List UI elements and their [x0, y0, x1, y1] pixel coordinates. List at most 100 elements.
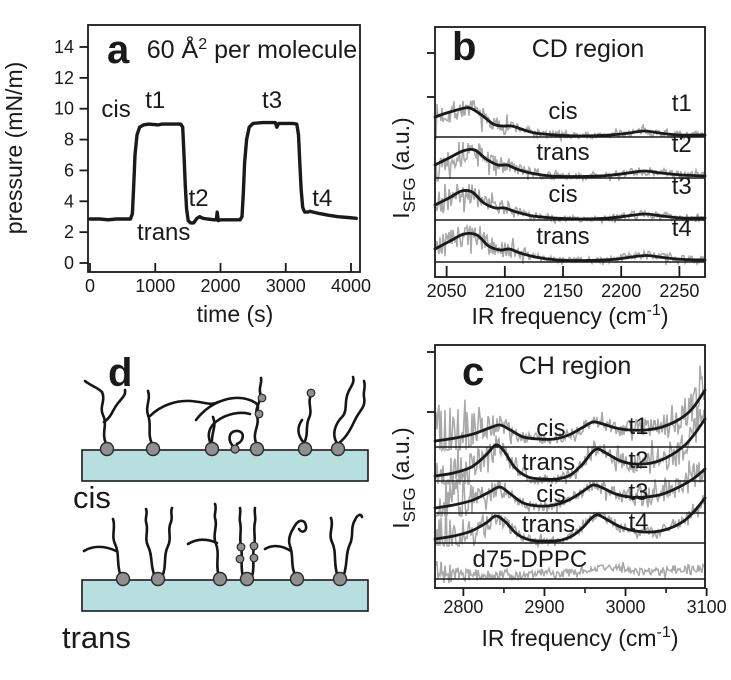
cis-row-label: cis: [73, 480, 111, 515]
chain-squiggle: [329, 516, 340, 579]
annotation-cis: cis: [101, 96, 130, 123]
headgroup-circle: [204, 441, 220, 457]
lipid-chains-cis-group: [83, 375, 367, 447]
x-tick-label: 2250: [659, 281, 699, 301]
x-tick-label: 2150: [543, 281, 583, 301]
headgroup-circle: [249, 441, 265, 457]
x-axis-title: IR frequency (cm-1): [481, 624, 678, 651]
noise-trace-d75-DPPC: [435, 561, 705, 584]
fit-curve-t2: [433, 148, 707, 178]
headgroup-circle: [115, 571, 131, 587]
annotation-t3: t3: [262, 87, 282, 114]
panel-c-title: CH region: [519, 352, 632, 380]
fit-curve-t2: [433, 417, 707, 481]
x-tick-label: 1000: [135, 276, 175, 296]
trans-row-label: trans: [62, 620, 131, 655]
substrate-slab-cis: [81, 449, 369, 482]
x-axis-title: time (s): [197, 301, 274, 327]
headgroup-circle: [332, 571, 348, 587]
chain-squiggle: [333, 375, 355, 445]
chain-squiggle: [263, 544, 293, 553]
chain-squiggle: [144, 507, 157, 579]
chain-squiggle: [302, 393, 313, 445]
x-tick-label: 2900: [524, 597, 564, 617]
y-tick-label: 14: [54, 37, 74, 57]
trace-label-trans: trans: [522, 449, 575, 476]
x-tick-label: 2200: [601, 281, 641, 301]
annotation-t4: t4: [312, 185, 332, 212]
x-tick-label: 2050: [427, 281, 467, 301]
y-tick-label: 10: [54, 99, 74, 119]
noise-trace-t4: [435, 492, 705, 549]
x-tick-label: 2000: [200, 276, 240, 296]
trace-label-t3: t3: [629, 479, 649, 506]
x-tick-label: 2800: [443, 597, 483, 617]
substrate-slabs: [81, 449, 369, 612]
chain-squiggle: [253, 376, 263, 445]
x-tick-label: 4000: [331, 276, 371, 296]
annotation-t2: t2: [189, 185, 209, 212]
annotation-trans: trans: [137, 219, 190, 246]
fit-curve-t4: [433, 496, 707, 543]
chain-squiggle: [207, 411, 252, 446]
x-axis-title: IR frequency (cm-1): [471, 302, 668, 329]
pressure-curve: [88, 120, 358, 225]
trace-label-t2: t2: [629, 447, 649, 474]
x-tick-label: 3000: [266, 276, 306, 296]
panel-d-letter: d: [108, 351, 132, 395]
small-headgroup-circle: [230, 444, 240, 454]
x-tick-label: 3000: [606, 597, 646, 617]
headgroup-circle: [297, 441, 313, 457]
fit-curve-t3: [433, 467, 707, 510]
trace-label-trans: trans: [536, 223, 589, 250]
chain-squiggle: [83, 379, 104, 394]
trace-label-cis: cis: [548, 98, 577, 125]
y-tick-label: 8: [64, 130, 74, 150]
headgroup-circle: [150, 571, 166, 587]
chain-squiggle: [148, 399, 220, 418]
y-tick-label: 2: [64, 222, 74, 242]
annotation-t1: t1: [145, 87, 165, 114]
azobenzene-bead: [306, 388, 316, 398]
chain-squiggle: [145, 389, 154, 446]
x-tick-label: 3100: [687, 597, 727, 617]
trace-label-cis: cis: [536, 415, 565, 442]
lipid-chains-trans-group: [82, 502, 364, 579]
panel-d-monolayer-schematic: d: [62, 351, 369, 655]
chain-squiggle: [297, 418, 306, 445]
trace-label-t2: t2: [672, 131, 692, 158]
panel-a-pressure-time-chart: 0 2 4 6 8 10 12 14 0 1000 2000 3000 4000 cis t1 t3 t2 t4 t…: [1, 24, 371, 327]
chain-squiggle: [102, 388, 127, 424]
chain-squiggle: [287, 519, 308, 579]
x-tick-label: 0: [85, 276, 95, 296]
chain-squiggle: [210, 415, 216, 446]
azobenzene-bead: [254, 409, 264, 419]
chain-squiggle: [186, 538, 219, 546]
noise-trace-t4: [435, 223, 705, 267]
trace-label-t1: t1: [629, 413, 649, 440]
y-tick-label: 0: [64, 253, 74, 273]
y-tick-label: 6: [64, 160, 74, 180]
azobenzene-bead: [257, 393, 267, 403]
azobenzene-bead: [236, 542, 246, 552]
headgroups: [99, 388, 348, 587]
chain-squiggle: [337, 379, 367, 445]
chain-squiggle: [213, 502, 221, 579]
panel-c-letter: c: [462, 350, 484, 394]
trace-label-t4: t4: [629, 509, 649, 536]
panel-b-title: CD region: [532, 35, 645, 63]
trace-label-t1: t1: [672, 90, 692, 117]
headgroup-circle: [212, 571, 228, 587]
plot-box: [87, 24, 361, 273]
trace-label-trans: trans: [522, 511, 575, 538]
noise-trace-t2: [435, 408, 705, 486]
azobenzene-bead: [235, 554, 245, 564]
plot-box: [434, 26, 706, 278]
panel-b-letter: b: [452, 25, 476, 69]
x-tick-label: 2100: [485, 281, 525, 301]
chain-squiggle: [100, 390, 108, 446]
y-axis-title: pressure (mN/m): [1, 62, 27, 235]
azobenzene-bead: [249, 553, 259, 563]
